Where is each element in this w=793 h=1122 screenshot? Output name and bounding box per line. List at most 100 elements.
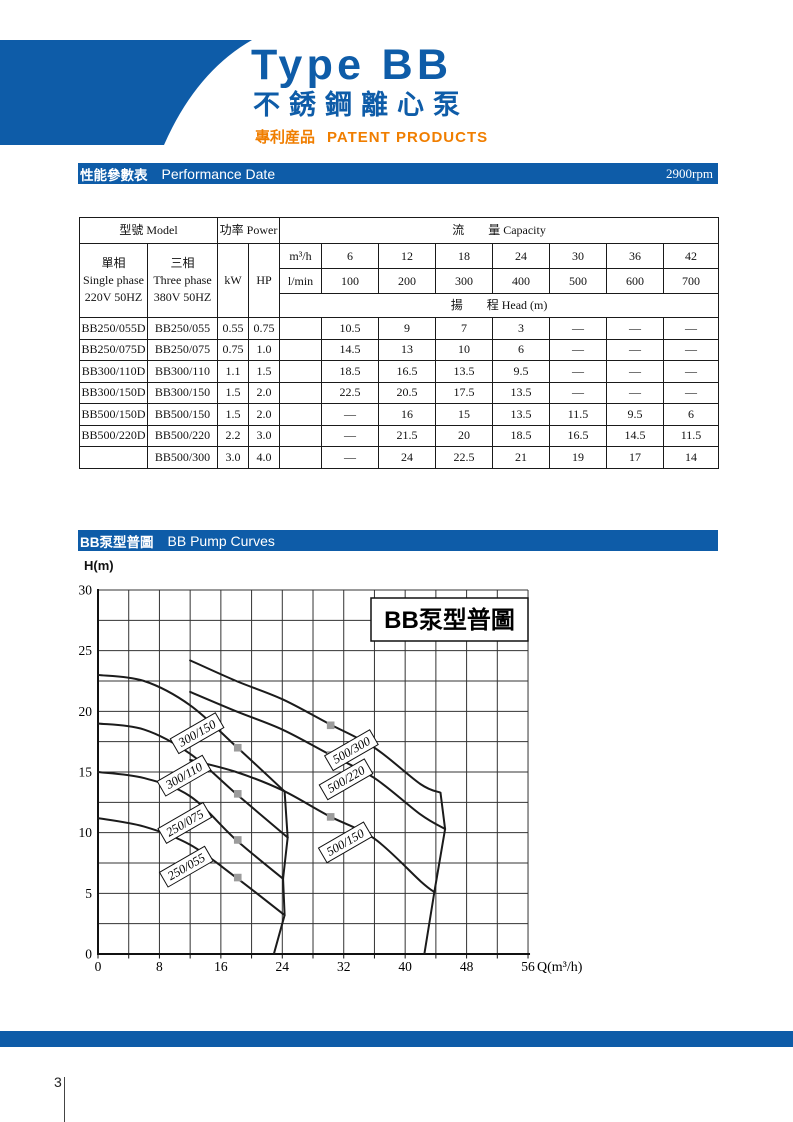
head-value: 13.5 [492,403,551,426]
x-tick-label: 40 [398,959,412,974]
head-value: 16.5 [378,360,437,383]
x-tick-label: 32 [337,959,351,974]
curve-label-box [157,801,213,845]
head-value: 13.5 [492,381,551,404]
curve-label-250-075: 250/075 [157,801,213,845]
chart-title-border [370,597,529,642]
unit-m3h-cell: m³/h [279,243,323,269]
table-header-row-3: l/min 100 200 300 400 500 600 700 [80,268,720,294]
performance-title-en: Performance Date [161,165,276,182]
head-value: — [321,424,380,447]
pump-curves-title-cn: BB泵型普圖 [80,534,154,550]
head-value: 20.5 [378,381,437,404]
curve-label-box [323,729,379,772]
unit-spacer [279,446,323,469]
hp-value: 4.0 [247,446,281,469]
head-header-cell: 揚 程 Head (m) [279,293,720,318]
hp-value: 2.0 [247,381,281,404]
table-header-row-4: 揚 程 Head (m) [80,293,720,318]
page-title: Type BB [251,41,453,89]
three-phase-model: BB250/075 [147,338,218,361]
head-value: 11.5 [549,403,608,426]
page-subtitle-cn: 不銹鋼離心泵 [253,90,469,120]
m3h-value: 12 [378,243,437,269]
table-header-row-1: 型號 Model 功率 Power 流 量 Capacity [79,217,720,244]
performance-table-body: BB250/055D BB250/055 0.55 0.75 10.5 9 7 3— — — BB2… [79,317,720,469]
table-row: BB250/055D BB250/055 0.55 0.75 10.5 9 7 3— — — [79,317,720,340]
y-tick-label: 15 [79,764,93,779]
head-value: 9.5 [606,403,665,426]
head-value: 7 [435,317,494,340]
unit-spacer [279,424,323,447]
kw-value: 1.1 [217,360,249,383]
head-value: 10.5 [321,317,380,340]
lmin-value: 700 [663,268,720,294]
chart-title-text: BB泵型普圖 [384,606,515,634]
head-value: 10 [435,338,494,361]
hp-value: 1.0 [247,338,281,361]
pump-curve-500-150 [189,758,436,894]
x-tick-label: 48 [460,959,474,974]
curve-label-box [156,754,212,797]
three-phase-cn: 三相 [170,256,195,271]
curve-label-500-220: 500/220 [318,758,374,801]
head-value: — [663,360,720,383]
head-value: 17.5 [435,381,494,404]
three-phase-model: BB300/150 [147,381,218,404]
single-phase-en: Single phase [83,273,144,288]
x-tick-label: 24 [276,959,290,974]
curve-label-box [158,845,214,888]
head-value: 16 [378,403,437,426]
kw-value: 1.5 [217,381,249,404]
table-row: BB500/300 3.0 4.0 —24 22.5 21 19 17 14 [79,446,720,469]
table-row: BB300/110D BB300/110 1.1 1.5 18.5 16.5 13.5 9.5… [79,360,720,383]
head-value: 9.5 [492,360,551,383]
duty-point-marker [233,836,242,844]
single-phase-header-cell: 單相 Single phase 220V 50HZ [79,243,148,318]
table-row: BB500/150D BB500/150 1.5 2.0 —16 15 13.5 11.5 9.… [79,403,720,426]
head-value: 13.5 [435,360,494,383]
m3h-value: 18 [435,243,494,269]
x-axis-title: Q(m³/h) [537,960,583,975]
y-tick-label: 0 [85,946,92,961]
hp-value: 2.0 [247,403,281,426]
pump-curve-500-300 [189,659,442,794]
curve-label-box [318,758,374,801]
three-phase-model: BB500/300 [147,446,218,469]
hp-value: 0.75 [247,317,281,340]
hp-value: 1.5 [247,360,281,383]
page-number-rule [64,1077,65,1122]
table-header-row-2: 單相 Single phase 220V 50HZ 三相 Three phase… [79,243,720,318]
pump-curves-title-en: BB Pump Curves [167,532,275,549]
x-tick-label: 16 [214,959,228,974]
x-tick-label: 56 [521,959,535,974]
head-value: 14.5 [606,424,665,447]
power-header-cell: 功率 Power [216,217,281,244]
head-value: 20 [435,424,494,447]
kw-header-cell: kW [217,243,249,318]
y-axis-title: H(m) [84,558,114,573]
head-value: 15 [435,403,494,426]
performance-section-header: 性能參數表 Performance Date 2900rpm [78,163,718,184]
head-value: 3 [492,317,551,340]
curve-label-300-150: 300/150 [169,712,225,755]
curve-family-envelope [423,792,447,955]
unit-spacer [279,403,323,426]
patent-line: 專利産品 PATENT PRODUCTS [255,126,488,147]
single-phase-model: BB500/220D [79,424,148,447]
head-value: 17 [606,446,665,469]
pump-curve-500-220 [189,690,447,831]
chart-title-box: BB泵型普圖 [370,597,529,642]
duty-point-marker [233,873,242,882]
hp-header-cell: HP [247,243,281,318]
head-value: 6 [663,403,720,426]
curve-label-250-055: 250/055 [158,845,214,888]
y-tick-label: 20 [79,704,93,719]
table-row: BB500/220D BB500/220 2.2 3.0 —21.5 20 18.5 16.5… [79,424,720,447]
head-value: 6 [492,338,551,361]
pump-curves-chart: 0 5 10 15 20 25 30 0 8 16 24 32 40 48 56 Q(m³/h) 250/055… [79,584,583,975]
unit-spacer [279,338,323,361]
unit-spacer [279,317,323,340]
y-tick-label: 5 [85,886,92,901]
three-phase-header-cell: 三相 Three phase 380V 50HZ [147,243,218,318]
